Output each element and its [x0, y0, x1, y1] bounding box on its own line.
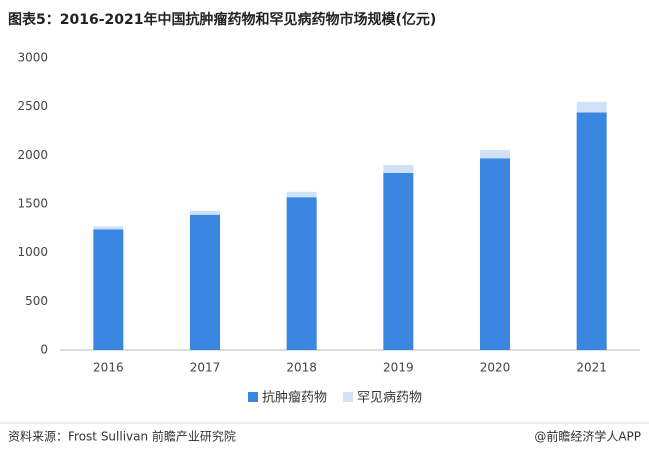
bar	[190, 214, 220, 350]
y-tick-label: 1500	[17, 197, 48, 211]
bar	[576, 112, 607, 350]
x-tick-label: 2018	[286, 361, 317, 375]
x-tick-label: 2017	[190, 361, 221, 375]
y-tick-label: 0	[40, 343, 48, 357]
legend-swatch	[248, 392, 258, 402]
bar	[93, 226, 124, 230]
y-tick-label: 3000	[17, 51, 48, 65]
credit: @前瞻经济学人APP	[534, 429, 641, 444]
legend-swatch	[343, 392, 353, 402]
bar	[286, 197, 317, 350]
x-tick-label: 2020	[480, 361, 511, 375]
x-tick-label: 2016	[93, 361, 124, 375]
bar	[190, 210, 220, 215]
bar	[383, 172, 414, 350]
x-tick-label: 2019	[383, 361, 414, 375]
source: 资料来源：Frost Sullivan 前瞻产业研究院	[8, 429, 236, 444]
chart-title: 图表5：2016-2021年中国抗肿瘤药物和罕见病药物市场规模(亿元)	[8, 11, 436, 28]
bar	[480, 149, 510, 159]
y-tick-label: 2500	[17, 99, 48, 113]
bar	[286, 191, 317, 198]
y-tick-label: 2000	[17, 148, 48, 162]
bar	[93, 229, 124, 350]
legend-label: 抗肿瘤药物	[262, 390, 327, 406]
y-tick-label: 1000	[17, 245, 48, 259]
y-tick-label: 500	[25, 294, 48, 308]
legend-label: 罕见病药物	[357, 391, 422, 406]
bar	[383, 165, 414, 173]
bar	[576, 101, 607, 113]
x-tick-label: 2021	[576, 361, 607, 375]
bar	[480, 158, 510, 350]
